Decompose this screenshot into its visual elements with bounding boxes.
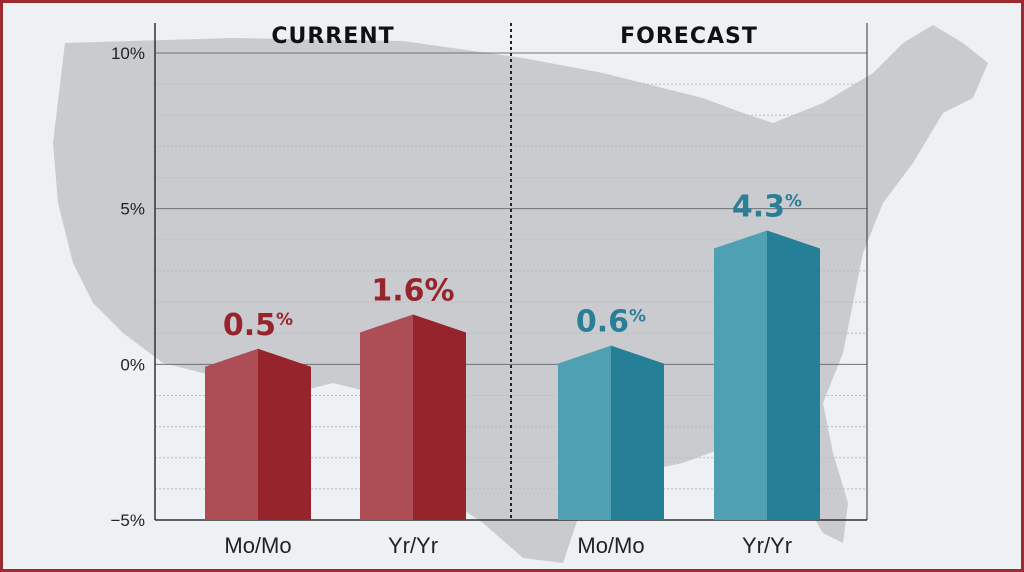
value-label: 1.6% — [371, 274, 454, 309]
category-label: Yr/Yr — [742, 533, 792, 558]
category-label: Mo/Mo — [577, 533, 644, 558]
section-title-current: CURRENT — [271, 24, 394, 49]
category-label: Mo/Mo — [224, 533, 291, 558]
category-label: Yr/Yr — [388, 533, 438, 558]
section-title-forecast: FORECAST — [620, 24, 758, 49]
bar-current-0-face — [205, 348, 258, 520]
bar-forecast-1-side — [767, 230, 820, 520]
y-tick-label: 0% — [120, 355, 145, 374]
value-label-percent: % — [629, 307, 646, 327]
bar-forecast-1-face — [714, 230, 767, 520]
labels-layer: CURRENT0.5%Mo/Mo1.6%Yr/YrFORECAST0.6%Mo/… — [223, 24, 802, 558]
bar-forecast-0-side — [611, 345, 664, 520]
value-label: 0.5% — [223, 308, 293, 343]
chart-canvas: 10% 5% 0% −5% CURRENT 0.5% Mo/Mo 1.6% Yr/Yr FORE… — [53, 23, 988, 563]
value-label: 4.3% — [732, 189, 802, 224]
bars-layer — [205, 230, 820, 520]
y-tick-label: 10% — [111, 44, 145, 63]
y-tick-label: 5% — [120, 200, 145, 219]
us-map-silhouette — [53, 25, 988, 563]
bar-current-0-side — [258, 348, 311, 520]
bar-current-1-face — [360, 314, 413, 520]
value-label-percent: % — [276, 310, 293, 330]
value-label-percent: % — [785, 191, 802, 211]
y-tick-label: −5% — [111, 511, 146, 530]
bar-forecast-0-face — [558, 345, 611, 520]
bar-current-1-side — [413, 314, 466, 520]
